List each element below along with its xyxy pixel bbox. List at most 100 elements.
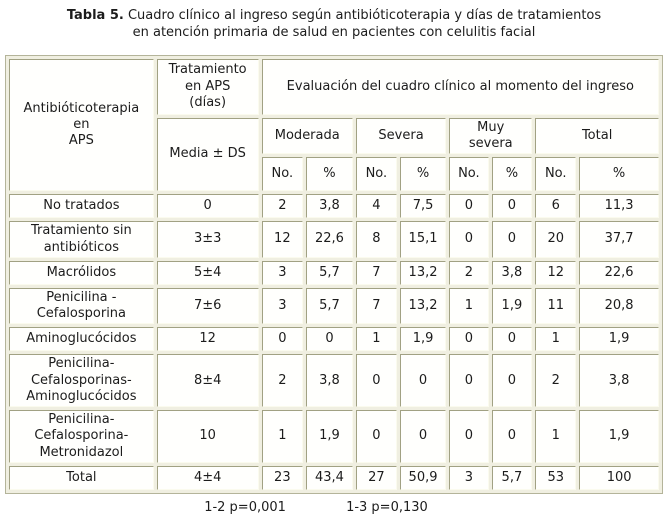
cell-value: 1	[449, 287, 489, 325]
cell-value: 12	[535, 260, 577, 285]
cell-value: 43,4	[306, 465, 353, 490]
header-cell-pct: %	[579, 157, 659, 192]
table-row: No tratados 0 2 3,8 4 7,5 0 0 6 11,3	[9, 194, 659, 219]
header-row-2: Media ± DS Moderada Severa Muy severa To…	[9, 117, 659, 192]
cell-value: 13,2	[399, 287, 447, 325]
cell-value: 1	[535, 327, 577, 352]
cell-value: 7	[355, 260, 397, 285]
header-cell-severa: Severa	[355, 117, 447, 155]
cell-value: 7,5	[399, 194, 447, 219]
cell-value: 13,2	[399, 260, 447, 285]
header-cell-total: Total	[535, 117, 659, 155]
header-cell-antibioticoterapia: Antibióticoterapia en APS	[9, 58, 154, 192]
header-cell-muy-severa: Muy severa	[449, 117, 533, 155]
cell-value: 0	[399, 410, 447, 463]
cell-media: 5±4	[156, 260, 259, 285]
header-cell-evaluacion: Evaluación del cuadro clínico al momento…	[261, 58, 659, 115]
cell-value: 53	[535, 465, 577, 490]
cell-value: 11,3	[579, 194, 659, 219]
row-label: Tratamiento sin antibióticos	[9, 221, 154, 258]
cell-value: 11	[535, 287, 577, 325]
cell-value: 0	[491, 194, 533, 219]
cell-value: 22,6	[579, 260, 659, 285]
cell-value: 0	[491, 410, 533, 463]
header-cell-media-ds: Media ± DS	[156, 117, 259, 192]
p-value-notes: 1-2 p=0,001 1-3 p=0,130	[0, 500, 645, 515]
cell-value: 1	[535, 410, 577, 463]
header-cell-no: No.	[261, 157, 304, 192]
header-cell-no: No.	[449, 157, 489, 192]
cell-value: 50,9	[399, 465, 447, 490]
header-row-3: No. % No. % No. % No. %	[9, 157, 659, 192]
table-row: Penicilina- Cefalosporinas- Aminoglucóci…	[9, 354, 659, 408]
cell-value: 0	[306, 327, 353, 352]
cell-value: 4	[355, 194, 397, 219]
table-row-total: Total 4±4 23 43,4 27 50,9 3 5,7 53 100	[9, 465, 659, 490]
table-row: Aminoglucócidos 12 0 0 1 1,9 0 0 1 1,9	[9, 327, 659, 352]
cell-value: 8	[355, 221, 397, 258]
cell-value: 12	[261, 221, 304, 258]
cell-media: 7±6	[156, 287, 259, 325]
table-caption: Tabla 5. Cuadro clínico al ingreso según…	[5, 8, 663, 42]
cell-value: 1	[355, 327, 397, 352]
cell-value: 3,8	[491, 260, 533, 285]
cell-value: 1,9	[306, 410, 353, 463]
cell-value: 1	[261, 410, 304, 463]
cell-value: 20,8	[579, 287, 659, 325]
cell-value: 3	[261, 287, 304, 325]
row-label: Penicilina- Cefalosporinas- Aminoglucóci…	[9, 354, 154, 408]
cell-value: 0	[449, 327, 489, 352]
cell-media: 8±4	[156, 354, 259, 408]
cell-value: 0	[491, 221, 533, 258]
row-label: Total	[9, 465, 154, 490]
header-cell-tratamiento-aps-dias: Tratamiento en APS (días)	[156, 58, 259, 115]
cell-value: 5,7	[306, 260, 353, 285]
p-value-note-2: 1-3 p=0,130	[346, 499, 428, 515]
cell-value: 3	[261, 260, 304, 285]
cell-value: 23	[261, 465, 304, 490]
header-cell-pct: %	[306, 157, 353, 192]
cell-value: 2	[261, 354, 304, 408]
row-label: No tratados	[9, 194, 154, 219]
cell-value: 1,9	[579, 410, 659, 463]
table-row: Penicilina - Cefalosporina 7±6 3 5,7 7 1…	[9, 287, 659, 325]
table-row: Penicilina- Cefalosporina- Metronidazol …	[9, 410, 659, 463]
cell-media: 3±3	[156, 221, 259, 258]
cell-value: 2	[535, 354, 577, 408]
cell-value: 1,9	[579, 327, 659, 352]
row-label: Penicilina- Cefalosporina- Metronidazol	[9, 410, 154, 463]
cell-value: 3	[449, 465, 489, 490]
cell-value: 0	[399, 354, 447, 408]
cell-value: 3,8	[306, 354, 353, 408]
cell-media: 4±4	[156, 465, 259, 490]
header-cell-moderada: Moderada	[261, 117, 353, 155]
cell-value: 5,7	[491, 465, 533, 490]
cell-value: 1,9	[491, 287, 533, 325]
row-label: Penicilina - Cefalosporina	[9, 287, 154, 325]
cell-media: 10	[156, 410, 259, 463]
cell-media: 12	[156, 327, 259, 352]
table-caption-number: Tabla 5.	[66, 8, 124, 23]
cell-value: 100	[579, 465, 659, 490]
cell-value: 0	[491, 354, 533, 408]
cell-value: 6	[535, 194, 577, 219]
cell-value: 20	[535, 221, 577, 258]
cell-value: 2	[261, 194, 304, 219]
cell-value: 1,9	[399, 327, 447, 352]
table-row: Tratamiento sin antibióticos 3±3 12 22,6…	[9, 221, 659, 258]
header-cell-no: No.	[535, 157, 577, 192]
cell-value: 0	[449, 221, 489, 258]
cell-value: 0	[449, 410, 489, 463]
cell-value: 0	[491, 327, 533, 352]
cell-value: 2	[449, 260, 489, 285]
cell-value: 3,8	[306, 194, 353, 219]
row-label: Macrólidos	[9, 260, 154, 285]
table-caption-text: Cuadro clínico al ingreso según antibiót…	[127, 8, 602, 40]
cell-value: 0	[355, 410, 397, 463]
cell-value: 27	[355, 465, 397, 490]
cell-value: 3,8	[579, 354, 659, 408]
cell-value: 7	[355, 287, 397, 325]
table-row: Macrólidos 5±4 3 5,7 7 13,2 2 3,8 12 22,…	[9, 260, 659, 285]
cell-value: 37,7	[579, 221, 659, 258]
